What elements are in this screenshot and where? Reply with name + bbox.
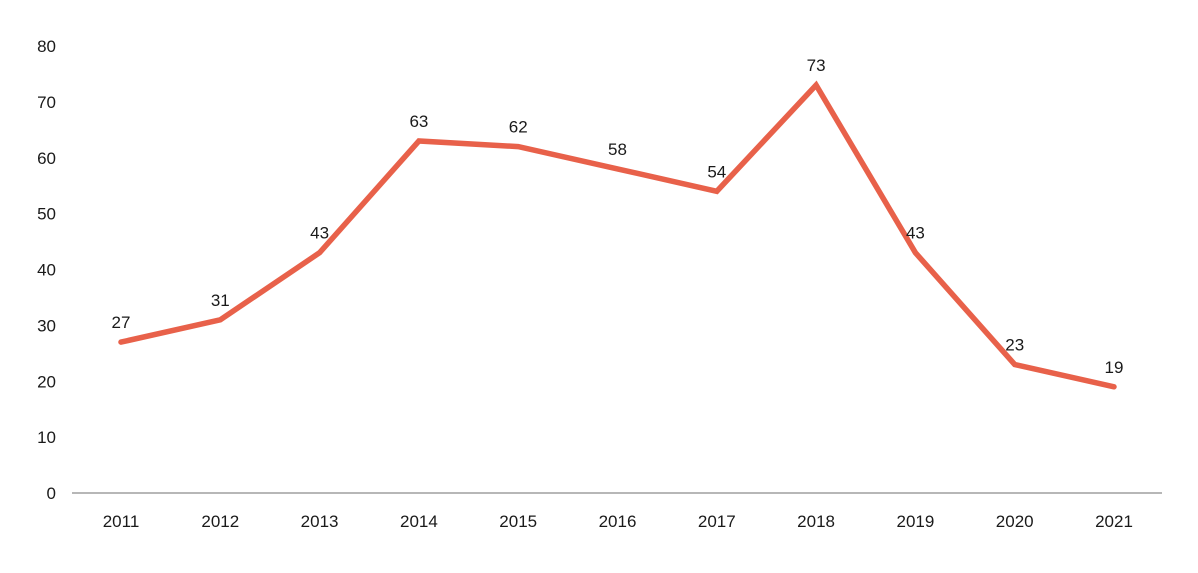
data-label: 54: [707, 162, 726, 181]
x-axis-ticks: 2011 2012 2013 2014 2015 2016 2017 2018 2019 2020…: [103, 512, 1133, 531]
x-tick-label: 2013: [301, 512, 339, 531]
y-tick-label: 40: [37, 261, 56, 280]
x-tick-label: 2021: [1095, 512, 1133, 531]
x-tick-label: 2019: [896, 512, 934, 531]
y-tick-label: 50: [37, 205, 56, 224]
data-label: 31: [211, 291, 230, 310]
y-axis-ticks: 0 10 20 30 40 50 60 70 80: [37, 37, 56, 503]
x-tick-label: 2018: [797, 512, 835, 531]
data-label: 19: [1105, 358, 1124, 377]
x-tick-label: 2017: [698, 512, 736, 531]
y-tick-label: 70: [37, 93, 56, 112]
x-tick-label: 2020: [996, 512, 1034, 531]
data-label: 23: [1005, 335, 1024, 354]
data-label: 63: [409, 112, 428, 131]
y-tick-label: 60: [37, 149, 56, 168]
y-tick-label: 80: [37, 37, 56, 56]
data-label: 62: [509, 118, 528, 137]
data-label: 43: [906, 224, 925, 243]
y-tick-label: 30: [37, 316, 56, 335]
y-tick-label: 10: [37, 428, 56, 447]
data-label: 43: [310, 224, 329, 243]
x-tick-label: 2012: [201, 512, 239, 531]
data-label: 27: [112, 313, 131, 332]
series-line: [118, 80, 1117, 390]
series-layer: [118, 80, 1117, 390]
data-label: 73: [807, 56, 826, 75]
x-tick-label: 2011: [103, 512, 140, 531]
y-tick-label: 0: [47, 484, 56, 503]
data-labels: 27 31 43 63 62 58 54 73 43 23 19: [112, 56, 1124, 377]
x-tick-label: 2014: [400, 512, 438, 531]
x-tick-label: 2015: [499, 512, 537, 531]
x-tick-label: 2016: [599, 512, 637, 531]
y-tick-label: 20: [37, 372, 56, 391]
data-label: 58: [608, 140, 627, 159]
